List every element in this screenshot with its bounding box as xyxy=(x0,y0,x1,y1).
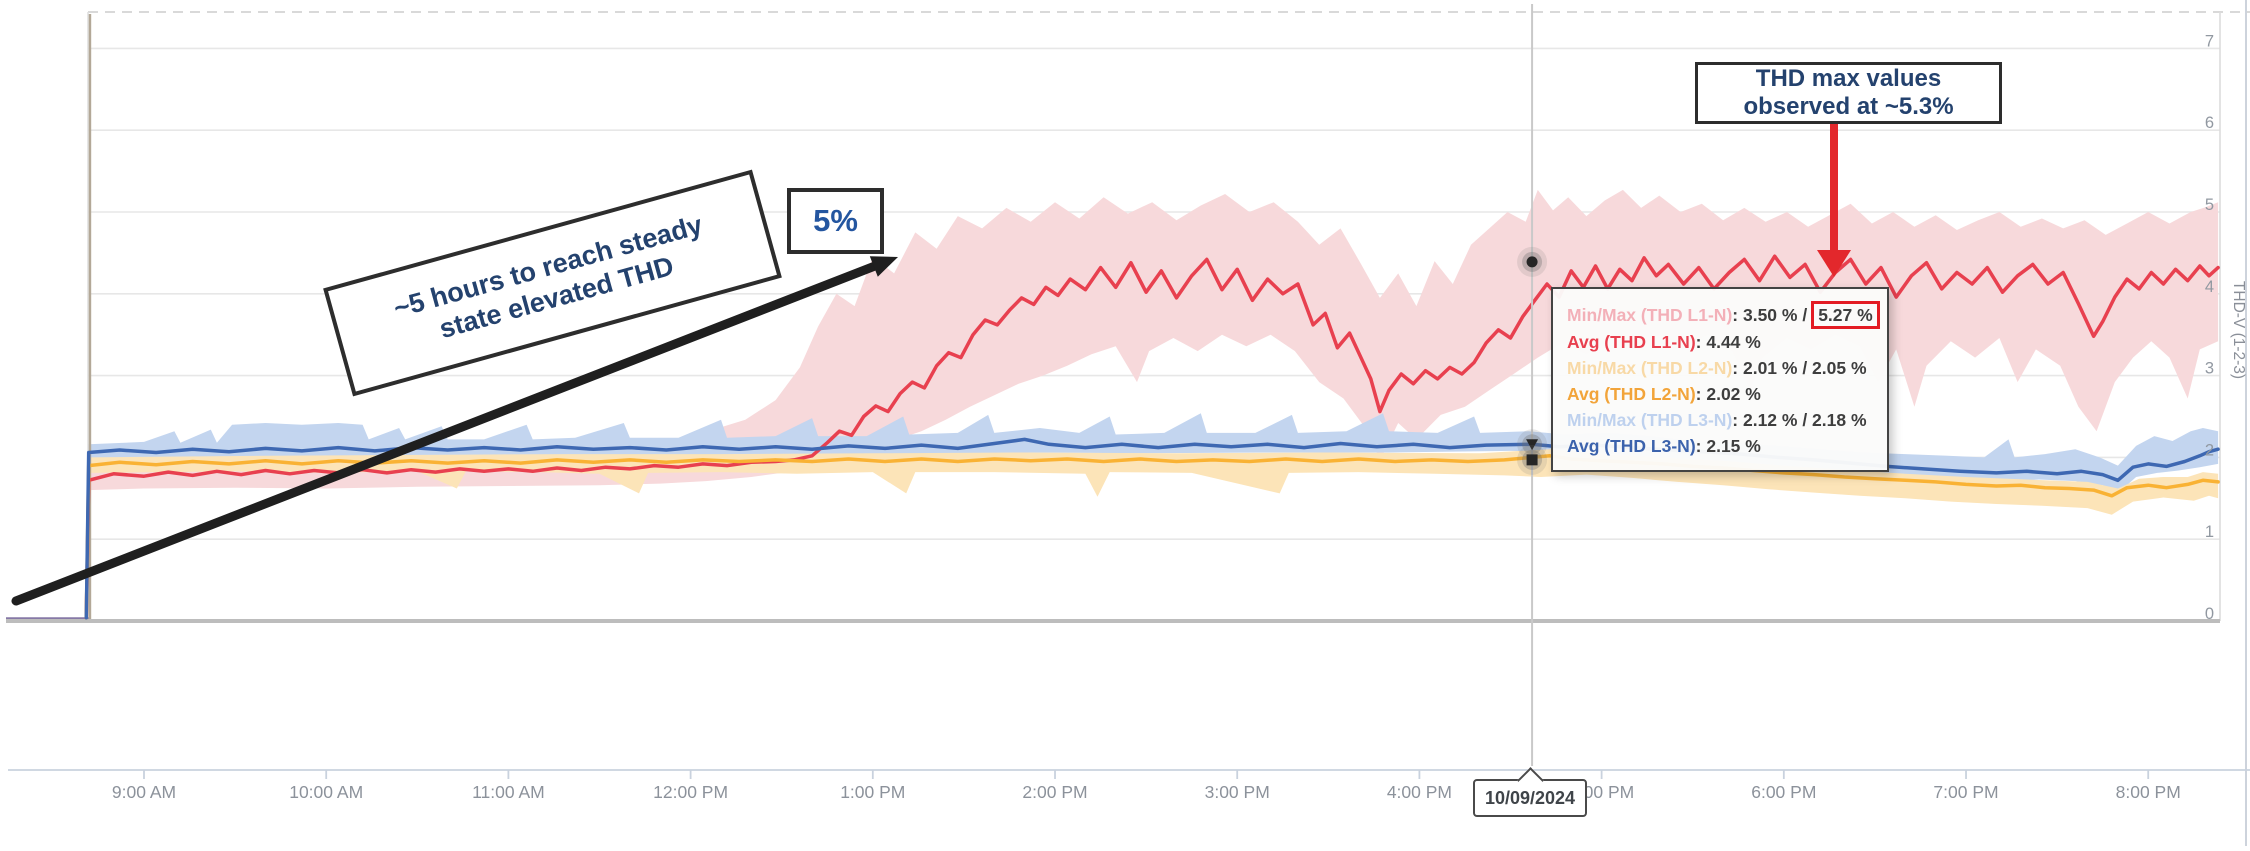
x-axis-label: 9:00 AM xyxy=(112,782,176,802)
tooltip-row: Min/Max (THD L3-N): 2.12 % / 2.18 % xyxy=(1567,407,1875,433)
tooltip-colon: : xyxy=(1732,358,1743,378)
red-arrow-shaft xyxy=(1830,124,1838,252)
hover-marker-triangle xyxy=(1526,439,1539,451)
thd-max-annotation-line2: observed at ~5.3% xyxy=(1743,93,1954,120)
tooltip-row: Avg (THD L1-N): 4.44 % xyxy=(1567,329,1875,355)
tooltip-colon: : xyxy=(1695,436,1707,456)
date-callout-caret-mask xyxy=(1519,781,1541,791)
tooltip-series-label: Avg (THD L3-N) xyxy=(1567,436,1696,456)
tooltip-value: 4.44 % xyxy=(1706,332,1761,352)
tooltip-colon: : xyxy=(1732,305,1743,325)
band-l3band xyxy=(86,413,2219,621)
tooltip-value: 2.02 % xyxy=(1706,384,1761,404)
tooltip-colon: : xyxy=(1695,332,1707,352)
series-line-l2 xyxy=(84,454,2220,620)
y-axis-label: 6 xyxy=(2205,114,2214,132)
tooltip-colon: : xyxy=(1732,410,1743,430)
x-axis-label: 6:00 PM xyxy=(1751,782,1816,802)
y-axis-label: 1 xyxy=(2205,523,2214,541)
tooltip-row: Min/Max (THD L2-N): 2.01 % / 2.05 % xyxy=(1567,355,1875,381)
tooltip-max-value-highlighted: 5.27 % xyxy=(1811,301,1880,329)
red-arrow-head-icon xyxy=(1817,250,1851,277)
tooltip-value: 2.12 % / 2.18 % xyxy=(1742,410,1867,430)
y-axis-label: 7 xyxy=(2205,32,2214,50)
x-axis-label: 3:00 PM xyxy=(1205,782,1270,802)
x-axis-label: 4:00 PM xyxy=(1387,782,1452,802)
y-axis-title: THD-V (1-2-3) xyxy=(2230,281,2247,379)
tooltip-colon: : xyxy=(1695,384,1707,404)
x-axis-label: 7:00 PM xyxy=(1933,782,1998,802)
tooltip-rows: Min/Max (THD L1-N): 3.50 % /5.27 % Avg (T… xyxy=(1567,301,1880,459)
hover-marker-circle xyxy=(1526,256,1538,268)
y-axis-label: 3 xyxy=(2205,360,2214,378)
band-l2band xyxy=(86,449,2219,621)
hover-marker-square xyxy=(1526,454,1538,466)
thd-max-annotation: THD max values observed at ~5.3% xyxy=(1695,62,2002,124)
x-axis-label: 12:00 PM xyxy=(653,782,728,802)
five-percent-label-box: 5% xyxy=(787,188,884,254)
tooltip-row: Avg (THD L2-N): 2.02 % xyxy=(1567,381,1875,407)
series-line-l1 xyxy=(84,254,2220,620)
tooltip-series-label: Min/Max (THD L2-N) xyxy=(1567,358,1733,378)
thd-max-annotation-line1: THD max values xyxy=(1755,65,1942,93)
tooltip-value: 2.15 % xyxy=(1706,436,1761,456)
series-line-l3 xyxy=(84,437,2220,620)
tooltip-series-label: Avg (THD L2-N) xyxy=(1567,384,1696,404)
black-arrow-head-icon xyxy=(869,256,898,277)
x-axis-label: 2:00 PM xyxy=(1022,782,1087,802)
five-percent-label: 5% xyxy=(813,203,858,238)
tooltip-series-label: Min/Max (THD L1-N) xyxy=(1567,305,1733,325)
y-axis-label: 5 xyxy=(2205,196,2214,214)
x-axis-label: 1:00 PM xyxy=(840,782,905,802)
date-callout-text: 10/09/2024 xyxy=(1484,787,1576,808)
band-l1band xyxy=(86,189,2219,621)
tooltip-value: 3.50 % / xyxy=(1742,305,1808,325)
y-axis-label: 2 xyxy=(2205,441,2214,459)
y-axis-label: 0 xyxy=(2205,605,2214,623)
x-axis-label: 10:00 AM xyxy=(289,782,363,802)
x-axis-label: 11:00 AM xyxy=(472,782,545,802)
tooltip-row: Min/Max (THD L1-N): 3.50 % /5.27 % xyxy=(1567,301,1880,329)
hover-tooltip: Min/Max (THD L1-N): 3.50 % /5.27 % Avg (T… xyxy=(1551,287,1889,472)
y-axis-label: 4 xyxy=(2205,278,2214,296)
tooltip-row: Avg (THD L3-N): 2.15 % xyxy=(1567,433,1875,459)
tooltip-series-label: Min/Max (THD L3-N) xyxy=(1567,410,1733,430)
tooltip-value: 2.01 % / 2.05 % xyxy=(1742,358,1867,378)
x-axis-label: 8:00 PM xyxy=(2116,782,2181,802)
black-arrow-shaft xyxy=(11,261,879,606)
tooltip-series-label: Avg (THD L1-N) xyxy=(1567,332,1696,352)
